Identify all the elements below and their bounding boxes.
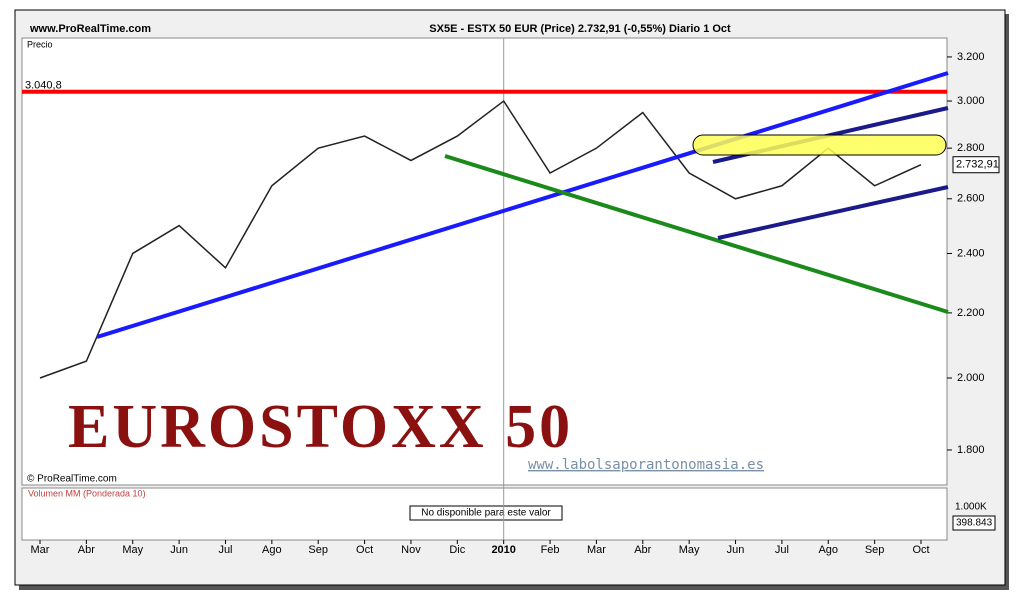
x-tick-label: Jul <box>218 544 232 556</box>
x-tick-label: Mar <box>587 544 606 556</box>
site: www.ProRealTime.com <box>29 23 151 35</box>
volume-title: Volumen MM (Ponderada 10) <box>28 488 146 498</box>
x-tick-label: Feb <box>541 544 560 556</box>
x-tick-label: Oct <box>912 544 929 556</box>
price-line <box>39 99 922 379</box>
volume-note: No disponible para este valor <box>421 508 551 519</box>
y-tick-label: 2.200 <box>957 307 985 319</box>
y-tick-label: 2.000 <box>957 372 985 384</box>
x-tick-label: Jul <box>775 544 789 556</box>
overlay-title: EUROSTOXX 50 <box>68 393 573 461</box>
price-panel <box>21 37 948 486</box>
x-tick-label: Abr <box>78 544 95 556</box>
copyright: © ProRealTime.com <box>27 474 117 485</box>
trend-line <box>96 71 949 339</box>
x-tick-label: May <box>679 544 700 556</box>
chart-title: SX5E - ESTX 50 EUR (Price) 2.732,91 (-0,… <box>429 23 731 35</box>
y-tick-label: 2.600 <box>957 193 985 205</box>
x-tick-label: Ago <box>818 544 838 556</box>
trend-line <box>717 185 949 240</box>
trend-line <box>444 154 949 314</box>
x-tick-label: Nov <box>401 544 421 556</box>
y-tick-label: 2.800 <box>957 142 985 154</box>
highlight-zone <box>692 134 947 156</box>
x-tick-label: Sep <box>865 544 885 556</box>
x-tick-label: Mar <box>31 544 50 556</box>
x-tick-label: 2010 <box>491 544 515 556</box>
x-tick-label: May <box>122 544 143 556</box>
x-tick-label: Oct <box>356 544 373 556</box>
x-tick-label: Jun <box>727 544 745 556</box>
y-tick-label: 3.000 <box>957 95 985 107</box>
x-tick-label: Jun <box>170 544 188 556</box>
x-tick-label: Dic <box>449 544 465 556</box>
y-tick-label: 3.200 <box>957 51 985 63</box>
note-box <box>409 505 563 521</box>
last-price-label: 2.732,91 <box>956 159 999 171</box>
x-tick-label: Abr <box>634 544 651 556</box>
volume-tick: 1.000K <box>955 502 987 513</box>
y-label: Precio <box>27 39 53 49</box>
x-tick-label: Sep <box>308 544 328 556</box>
overlay-url: www.labolsaporantonomasia.es <box>528 457 764 473</box>
y-tick-label: 2.400 <box>957 247 985 259</box>
y-tick-label: 1.800 <box>957 444 985 456</box>
volume-last-box <box>952 515 996 531</box>
last-price-box <box>952 156 1000 174</box>
x-tick-label: Ago <box>262 544 282 556</box>
volume-last: 398.843 <box>956 518 993 529</box>
resistance-label: 3.040,8 <box>25 80 62 92</box>
